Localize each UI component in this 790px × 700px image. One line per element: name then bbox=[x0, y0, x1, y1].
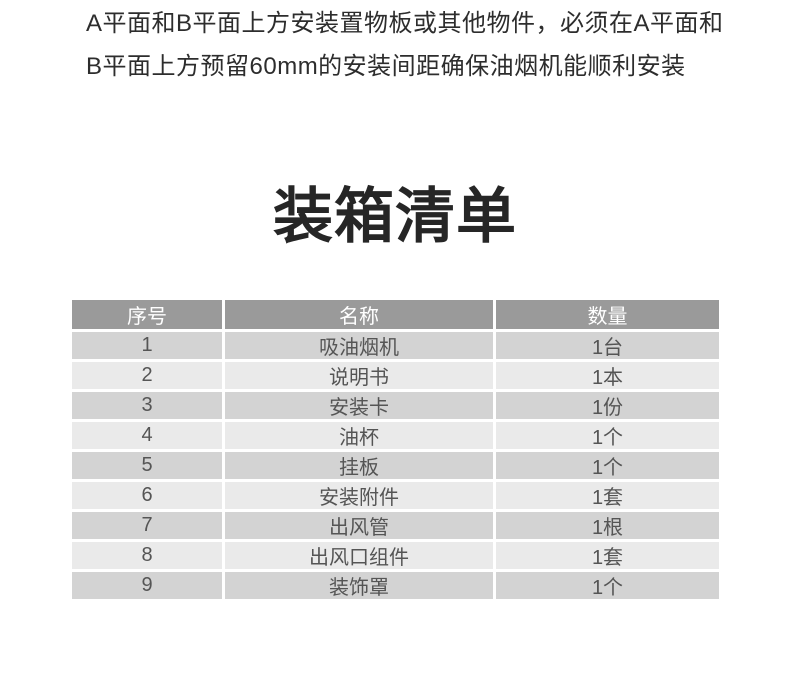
row5-name: 挂板 bbox=[225, 452, 493, 479]
table-header-name: 名称 bbox=[225, 300, 493, 329]
row6-name: 安装附件 bbox=[225, 482, 493, 509]
page-title: 装箱清单 bbox=[273, 183, 517, 250]
row2-name: 说明书 bbox=[225, 362, 493, 389]
row7-qty: 1根 bbox=[496, 512, 719, 539]
row8-qty: 1套 bbox=[496, 542, 719, 569]
install-notice: A平面和B平面上方安装置物板或其他物件，必须在A平面和 B平面上方预留60mm的… bbox=[86, 2, 726, 88]
row2-index: 2 bbox=[72, 362, 222, 389]
row6-index: 6 bbox=[72, 482, 222, 509]
row9-name: 装饰罩 bbox=[225, 572, 493, 599]
install-notice-line-2: B平面上方预留60mm的安装间距确保油烟机能顺利安装 bbox=[86, 53, 686, 80]
row4-index: 4 bbox=[72, 422, 222, 449]
row3-qty: 1份 bbox=[496, 392, 719, 419]
row5-qty: 1个 bbox=[496, 452, 719, 479]
row3-index: 3 bbox=[72, 392, 222, 419]
row2-qty: 1本 bbox=[496, 362, 719, 389]
row4-name: 油杯 bbox=[225, 422, 493, 449]
row3-name: 安装卡 bbox=[225, 392, 493, 419]
row7-index: 7 bbox=[72, 512, 222, 539]
row9-index: 9 bbox=[72, 572, 222, 599]
row8-index: 8 bbox=[72, 542, 222, 569]
row7-name: 出风管 bbox=[225, 512, 493, 539]
row5-index: 5 bbox=[72, 452, 222, 479]
row4-qty: 1个 bbox=[496, 422, 719, 449]
table-header-qty: 数量 bbox=[496, 300, 719, 329]
row8-name: 出风口组件 bbox=[225, 542, 493, 569]
install-notice-line-1: A平面和B平面上方安装置物板或其他物件，必须在A平面和 bbox=[86, 10, 724, 37]
row1-qty: 1台 bbox=[496, 332, 719, 359]
row6-qty: 1套 bbox=[496, 482, 719, 509]
row1-name: 吸油烟机 bbox=[225, 332, 493, 359]
row9-qty: 1个 bbox=[496, 572, 719, 599]
table-header-index: 序号 bbox=[72, 300, 222, 329]
packing-list-table: 序号 名称 数量 1 吸油烟机 1台 2 说明书 1本 3 安装卡 1份 4 油… bbox=[72, 300, 719, 599]
row1-index: 1 bbox=[72, 332, 222, 359]
